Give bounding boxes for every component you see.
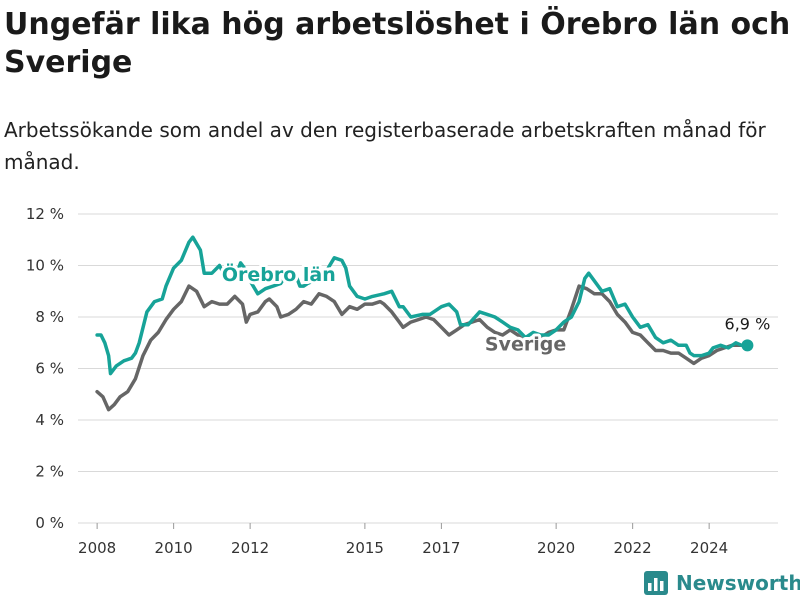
chart-subtitle: Arbetssökande som andel av den registerb… [4, 118, 766, 174]
end-value-label: 6,9 % [725, 314, 771, 333]
chart-title: Ungefär lika hög arbetslöshet i Örebro l… [4, 7, 791, 80]
x-tick-label: 2022 [614, 539, 652, 557]
y-tick-label: 4 % [35, 411, 64, 429]
y-axis: 0 % 2 % 4 % 6 % 8 % 10 % 12 % [26, 205, 64, 532]
x-tick-label: 2024 [690, 539, 728, 557]
series-label-sverige: Sverige [485, 333, 566, 355]
series-line-sverige [95, 284, 750, 412]
end-point-marker [741, 339, 754, 352]
series-line-orebro [95, 235, 750, 376]
y-tick-label: 8 % [35, 308, 64, 326]
bar-chart-logo-icon [644, 571, 668, 595]
x-tick-label: 2015 [346, 539, 384, 557]
series-label-orebro: Örebro län [222, 262, 336, 286]
y-tick-label: 10 % [26, 257, 64, 275]
y-tick-label: 6 % [35, 360, 64, 378]
brand: Newsworthy [644, 568, 800, 598]
x-tick-label: 2012 [231, 539, 269, 557]
brand-name: Newsworthy [676, 571, 800, 595]
series-labels: Örebro län Sverige 6,9 % [219, 259, 771, 359]
x-tick-label: 2017 [422, 539, 460, 557]
x-tick-label: 2020 [537, 539, 575, 557]
y-tick-label: 0 % [35, 514, 64, 532]
y-tick-label: 2 % [35, 463, 64, 481]
series-lines [95, 235, 750, 412]
x-tick-label: 2010 [155, 539, 193, 557]
x-axis: 2008 2010 2012 2015 2017 2020 2022 2024 [78, 523, 728, 557]
x-tick-label: 2008 [78, 539, 116, 557]
y-tick-label: 12 % [26, 205, 64, 223]
